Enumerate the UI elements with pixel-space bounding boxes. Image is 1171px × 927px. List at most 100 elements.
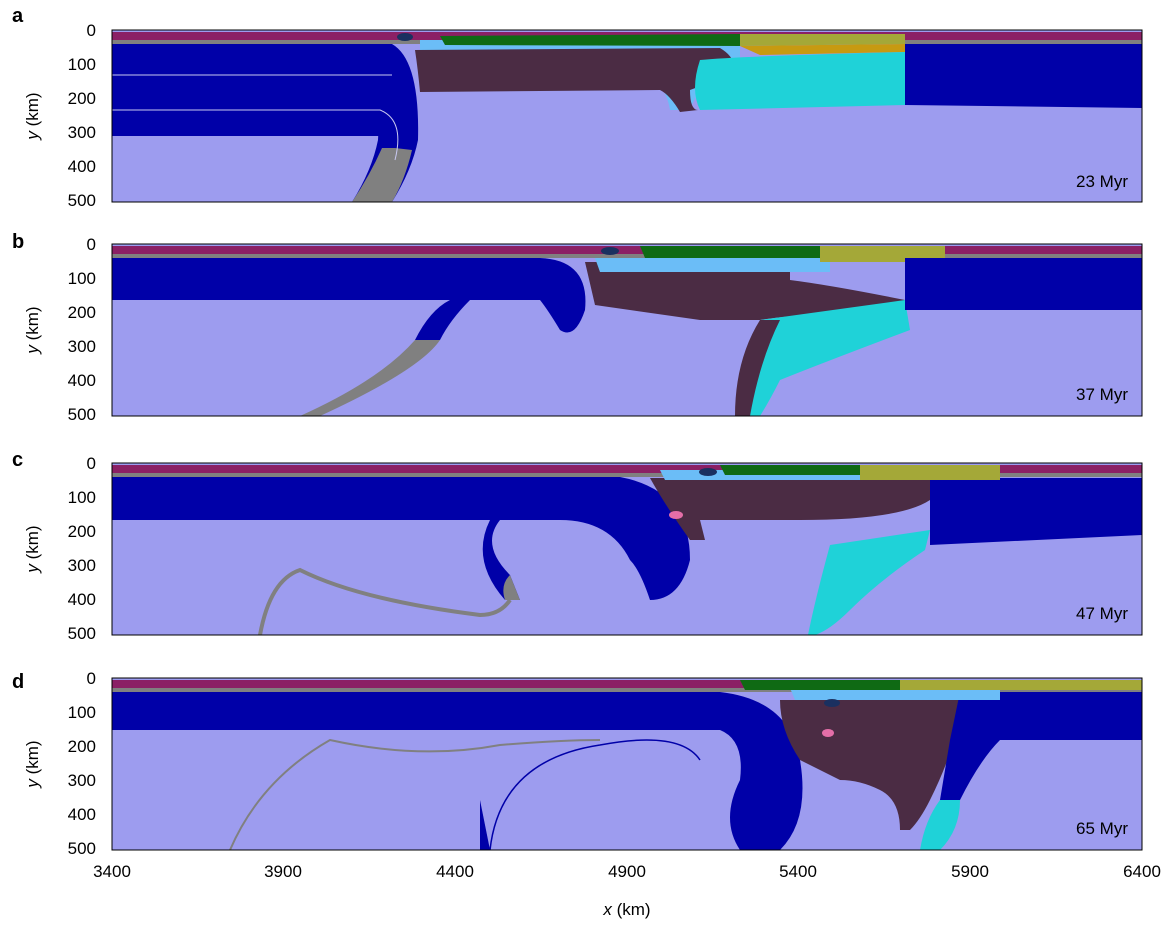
y-tick: 0 xyxy=(87,669,96,688)
craton-block xyxy=(735,300,910,416)
slab-crust xyxy=(300,340,440,416)
crust-layer xyxy=(112,680,1142,688)
y-axis-label-a: y (km) xyxy=(23,92,42,140)
y-tick: 500 xyxy=(68,839,96,858)
craton-block xyxy=(695,52,905,110)
x-tick: 4900 xyxy=(608,862,646,881)
continental-block xyxy=(585,262,905,320)
x-ticks: 3400 3900 4400 4900 5400 5900 6400 xyxy=(93,862,1161,881)
green-sediments xyxy=(640,246,820,258)
panel-frames xyxy=(111,29,1143,851)
time-label-d: 65 Myr xyxy=(1076,819,1128,838)
y-axis-label-b: y (km) xyxy=(23,306,42,354)
ochre-sediments xyxy=(740,44,905,55)
lithosphere-right xyxy=(905,258,1142,310)
y-tick: 100 xyxy=(68,55,96,74)
slab-crust xyxy=(503,575,520,600)
lithosphere-top xyxy=(112,473,1142,477)
time-label-a: 23 Myr xyxy=(1076,172,1128,191)
lithosphere-left xyxy=(112,477,690,600)
panel-letter-d: d xyxy=(12,671,24,693)
x-tick: 3400 xyxy=(93,862,131,881)
slab-thread xyxy=(489,739,701,851)
craton-block xyxy=(808,530,930,635)
panel-d xyxy=(112,678,1142,851)
y-tick: 400 xyxy=(68,371,96,390)
y-tick: 400 xyxy=(68,157,96,176)
sky-layer xyxy=(595,258,830,272)
y-ticks-c: 0 100 200 300 400 500 xyxy=(68,454,96,643)
y-axis-label-d: y (km) xyxy=(23,740,42,788)
panel-letter-b: b xyxy=(12,231,24,253)
trench-feature xyxy=(699,468,717,476)
x-tick: 4400 xyxy=(436,862,474,881)
slab-tail xyxy=(735,320,780,416)
green-sediments xyxy=(440,34,740,46)
craton-block xyxy=(920,800,960,850)
lithosphere-right xyxy=(905,44,1142,108)
y-tick: 100 xyxy=(68,488,96,507)
lithosphere-top xyxy=(112,254,1142,258)
y-tick: 300 xyxy=(68,123,96,142)
slab-crust-trace xyxy=(229,738,601,851)
y-tick: 200 xyxy=(68,522,96,541)
y-tick: 300 xyxy=(68,556,96,575)
y-tick: 200 xyxy=(68,303,96,322)
time-label-c: 47 Myr xyxy=(1076,604,1128,623)
crust-layer xyxy=(112,465,1142,473)
green-sediments xyxy=(720,465,880,475)
lithosphere-left xyxy=(112,258,586,340)
x-tick: 6400 xyxy=(1123,862,1161,881)
y-tick: 400 xyxy=(68,805,96,824)
panel-b xyxy=(112,244,1142,416)
panel-a xyxy=(112,30,1142,202)
y-ticks-a: 0 100 200 300 400 500 xyxy=(68,21,96,210)
slab-fragment xyxy=(480,800,490,850)
lithosphere-left xyxy=(112,692,803,850)
x-tick: 5400 xyxy=(779,862,817,881)
panel-letter-a: a xyxy=(12,5,24,27)
y-tick: 500 xyxy=(68,191,96,210)
y-tick: 100 xyxy=(68,269,96,288)
isotherm-line xyxy=(112,109,399,161)
lithosphere-right xyxy=(940,692,1142,800)
slab-crust xyxy=(352,148,412,202)
y-tick: 300 xyxy=(68,337,96,356)
lithosphere-right xyxy=(930,478,1142,545)
lithosphere-left-lower xyxy=(112,78,392,136)
y-tick: 100 xyxy=(68,703,96,722)
y-tick: 200 xyxy=(68,89,96,108)
x-axis-label: x (km) xyxy=(602,900,650,919)
lithosphere-left-upper xyxy=(112,44,392,78)
olive-sediments xyxy=(740,34,905,46)
y-tick: 400 xyxy=(68,590,96,609)
melt-blob xyxy=(669,511,683,519)
crust-layer xyxy=(112,246,1142,254)
x-tick: 3900 xyxy=(264,862,302,881)
y-tick: 0 xyxy=(87,454,96,473)
y-tick: 0 xyxy=(87,235,96,254)
continental-block xyxy=(415,48,734,112)
y-axis-label-c: y (km) xyxy=(23,525,42,573)
panel-c xyxy=(112,463,1142,636)
trench-feature xyxy=(824,699,840,707)
x-tick: 5900 xyxy=(951,862,989,881)
y-tick: 500 xyxy=(68,405,96,424)
continental-block xyxy=(650,478,930,540)
time-label-b: 37 Myr xyxy=(1076,385,1128,404)
y-tick: 200 xyxy=(68,737,96,756)
panel-letter-c: c xyxy=(12,449,23,471)
y-ticks-b: 0 100 200 300 400 500 xyxy=(68,235,96,424)
y-tick: 300 xyxy=(68,771,96,790)
lithosphere-top xyxy=(112,688,1142,692)
slab-crust-trace xyxy=(258,567,512,636)
trench-feature xyxy=(397,33,413,41)
melt-blob xyxy=(822,729,834,737)
trench-feature xyxy=(601,247,619,255)
y-tick: 500 xyxy=(68,624,96,643)
lithosphere-top-right xyxy=(905,40,1142,44)
y-ticks-d: 0 100 200 300 400 500 xyxy=(68,669,96,858)
olive-sediments xyxy=(900,680,1142,690)
y-tick: 0 xyxy=(87,21,96,40)
